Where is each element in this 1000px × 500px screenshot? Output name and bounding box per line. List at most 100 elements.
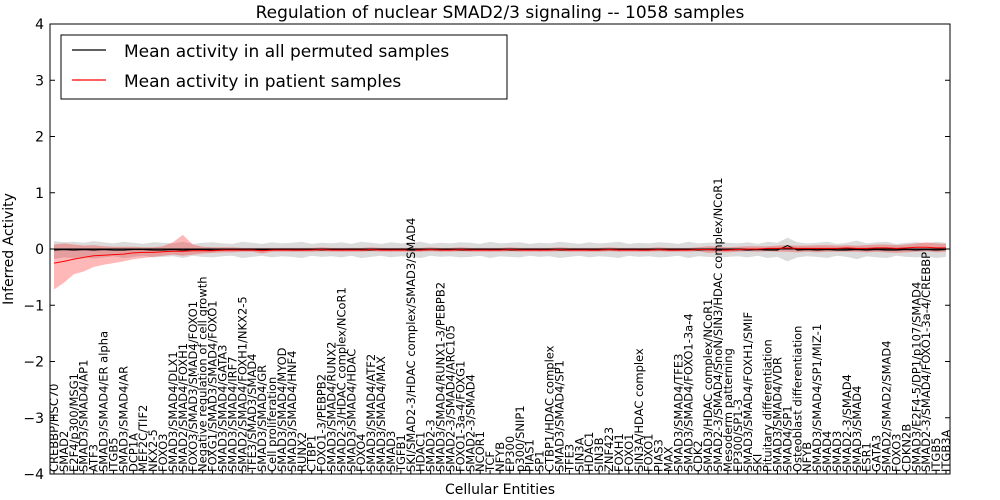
entity-label: SMAD4 [820,431,834,472]
entity-label: SMAD3/SMAD4/AR [116,366,130,472]
entity-label: PIAS1 [523,439,537,472]
entity-label: SMAD3/SMAD4/MYOD [275,347,289,472]
entity-label: SMAD3 [384,431,398,472]
entity-label: TCF [483,451,497,473]
entity-label: SMAD3/HDAC complex/NCoR1 [701,299,715,472]
entity-label: SMAD3/SMAD4/HDAC [344,349,358,472]
y-tick-label: −2 [23,355,44,371]
entity-label: SMAD3/SMAD4/RUNX2 [325,342,339,472]
entity-label: SKI [751,454,765,472]
entity-labels: CREBBP/HSC70SMAD2E2F4/p300/MSG1SMAD3/SMA… [47,177,953,474]
entity-label: MEF2C/TIF2 [136,405,150,472]
entity-label: SMAD3/SMAD4 [850,386,864,472]
y-tick-label: 3 [35,73,44,89]
entity-label: SMAD3 [830,431,844,472]
entity-label: NFYB [493,442,507,472]
entity-label: TGFB1 [394,434,408,473]
entity-label: ITGB5 [929,437,943,472]
entity-label: SMAD3/SMAD4/ER alpha [97,331,111,472]
entity-label: SIN3B [592,437,606,472]
legend-label-permuted: Mean activity in all permuted samples [124,42,449,62]
legend-box [60,34,508,100]
entity-label: SMAD3/SMAD4/SP1 [553,360,567,472]
entity-label: SMAD3/SMAD4/RUNX1-3/PEBPB2 [434,282,448,472]
entity-label: GATA3 [870,435,884,472]
y-tick-label: −3 [23,411,44,427]
y-tick-label: 1 [35,186,44,202]
entity-label: E2F4/p300/MSG1 [67,373,81,472]
y-axis-label: Inferred Activity [1,193,17,305]
entity-label: FOXO3/SMAD3/SMAD4/FOXO1 [186,301,200,472]
entity-label: Negative regulation of cell growth [196,276,210,472]
entity-label: HDAC1 [414,432,428,472]
y-tick-label: −1 [23,298,44,314]
entity-label: SMAD2-3/SMAD4 [840,374,854,472]
entity-label: Cell proliferation [265,377,279,472]
entity-label: TFE3 [562,444,576,473]
entity-label: SMAD3/SMAD4/TFE3 [671,354,685,473]
legend: Mean activity in all permuted samples Me… [60,34,508,100]
entity-label: SMAD4/SP1 [780,405,794,472]
entity-label: FOXG1/SMAD3/SMAD4/FOXO1 [206,300,220,472]
y-tick-label: 0 [35,242,44,258]
entity-label: CTBP1/HDAC complex [543,345,557,472]
chart-title: Regulation of nuclear SMAD2/3 signaling … [256,3,745,23]
spread-bands [54,234,946,290]
entity-label: CTBP1 [305,435,319,472]
entity-label: SMAD2-3/SMAD4 [463,374,477,472]
entity-label: SMAD3/SMAD4/FOXH1/SMIF [741,312,755,472]
entity-label: Pituitary differentiation [761,339,775,472]
entity-label: EP300 [503,436,517,472]
entity-label: HDAC1 [582,432,596,472]
entity-label: ITGB3A [939,429,953,472]
entity-label: SMAD2-3 [424,419,438,472]
entity-label: CDK2 [691,440,705,472]
entity-label: RUNX2 [295,432,309,472]
entity-label: SMAD2-3/HDAC complex/NCoR1 [334,287,348,472]
entity-label: SMAD2/SMAD2/SMAD4 [880,340,894,472]
entity-label: NFYB [800,442,814,472]
plot-frame [49,23,951,475]
entity-label: FOXO1 [642,434,656,472]
entity-label: SMAD2-3/SMAD4/FOXO1-3a-4/CREBBP [919,252,933,472]
entity-label: Mesoderm patterning [721,348,735,472]
entity-label: FOXO3 [889,434,903,472]
y-tick-label: −4 [23,467,44,483]
entity-label: SMAD3/SMAD4/SP1/MIZ-1 [810,324,824,472]
entity-label: ZNF423 [602,427,616,472]
y-tick-label: 4 [35,17,44,33]
entity-label: SMAD3/E2F4-5/DP1/p107/SMAD4 [909,282,923,472]
entity-label: SMAD2 [57,431,71,472]
entity-label: FOXO1-3/PEBPB2 [315,374,329,472]
entity-label: SMAD3/SMAD4/DLX1 [166,351,180,472]
entity-label: SIN3A [572,437,586,472]
entity-label: SKI/SMAD2-3/HDAC complex/SMAD3/SMAD4 [404,218,418,472]
entity-label: SMAD3/SMAD4/VDR [771,357,785,472]
entity-label: SMAD3/SMAD4/FOXO1-3a-4 [681,313,695,472]
x-axis-label: Cellular Entities [445,482,555,498]
entity-label: FOXO1 [622,434,636,472]
series-line-patient [53,246,946,264]
entity-label: SMAD3/SMAD4/ATF2 [364,354,378,472]
series-lines [53,245,947,264]
entity-label: SIN3A/HDAC complex [632,348,646,472]
entity-label: FOXO1-3a-4/FOXG1 [453,361,467,472]
entity-label: CDKN2B [899,424,913,472]
entity-label: SMAD3/SMAD4/GR [255,365,269,472]
entity-label: FOXO4 [354,434,368,472]
entity-label: TFE3/SMAD3/SMAD4 [245,354,259,474]
entity-label: SP1 [533,450,547,472]
y-tick-label: 2 [35,130,44,146]
entity-label: SMAD2/SMAD4/FOXH1/NKX2-5 [235,296,249,472]
entity-label: PIAS3 [652,439,666,472]
entity-label: NCOR1 [473,431,487,472]
entity-label: SMAD3/SMAD4/IRF7 [225,356,239,472]
legend-label-patient: Mean activity in patient samples [124,72,401,92]
entity-label: NKX2-5 [146,429,160,472]
entity-label: SMAD3/SMAD4/MAX [374,356,388,472]
entity-label: ATF3 [87,444,101,472]
entity-label: SMAD3/SMAD4/AP1 [77,360,91,472]
entity-label: DCP1A [126,433,140,472]
entity-label: Osteoblast differentiation [790,326,804,472]
